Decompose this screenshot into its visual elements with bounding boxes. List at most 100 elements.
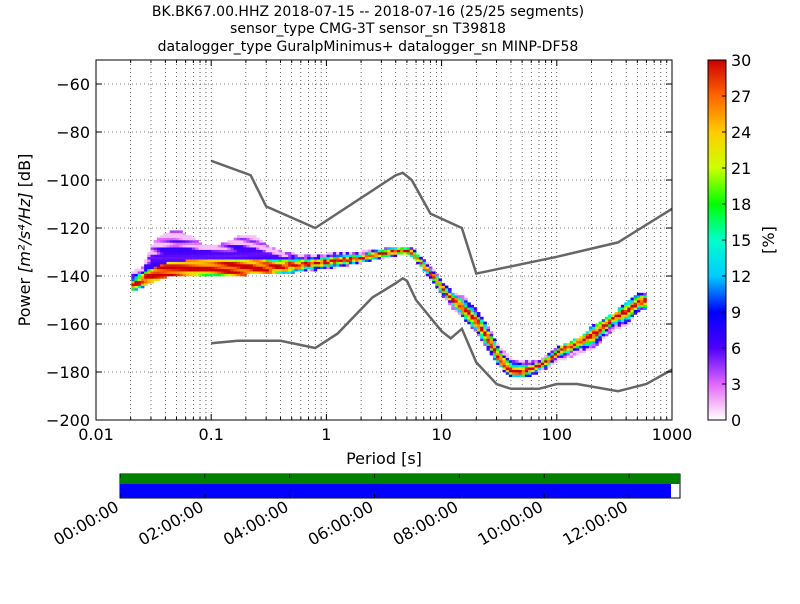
psd-cell	[179, 232, 183, 236]
psd-cell	[214, 247, 219, 250]
psd-cell	[339, 261, 343, 265]
colorbar-tick-label: 3	[731, 375, 741, 394]
psd-cell	[172, 242, 177, 246]
psd-cell	[467, 316, 471, 320]
psd-cell	[409, 249, 414, 253]
psd-cell	[227, 261, 231, 265]
psd-cell	[368, 249, 372, 253]
psd-cell	[195, 273, 199, 277]
psd-cell	[214, 259, 219, 262]
psd-cell	[220, 268, 225, 272]
psd-cell	[595, 338, 599, 342]
psd-cell	[262, 256, 267, 260]
psd-cell	[275, 261, 279, 265]
psd-cell	[284, 271, 289, 274]
psd-cell	[262, 242, 267, 246]
psd-cell	[185, 256, 190, 260]
psd-cell	[476, 314, 481, 318]
psd-cell	[377, 256, 382, 260]
psd-cell	[441, 292, 446, 296]
psd-cell	[195, 261, 199, 265]
psd-cell	[368, 256, 372, 260]
psd-cell	[240, 254, 244, 258]
psd-cell	[256, 256, 260, 260]
psd-cell	[502, 360, 507, 363]
psd-cell	[188, 247, 193, 250]
psd-cell	[214, 266, 219, 270]
psd-cell	[329, 266, 334, 270]
psd-cell	[620, 304, 625, 308]
psd-cell	[310, 256, 315, 260]
psd-cell	[304, 266, 308, 270]
psd-cell	[432, 276, 436, 279]
psd-cell	[201, 244, 206, 248]
psd-cell	[377, 249, 382, 253]
psd-cell	[371, 249, 375, 253]
psd-cell	[291, 264, 295, 267]
psd-cell	[332, 264, 337, 267]
psd-cell	[329, 264, 334, 267]
psd-cell	[352, 261, 356, 265]
psd-cell	[134, 273, 139, 277]
psd-cell	[608, 326, 612, 330]
timeline-tick-label: 12:00:00	[559, 497, 631, 549]
psd-cell	[249, 235, 254, 238]
timeline-tick-label: 04:00:00	[220, 497, 292, 549]
psd-cell	[182, 232, 187, 236]
psd-cell	[448, 292, 452, 296]
psd-cell	[556, 355, 561, 358]
psd-cell	[217, 247, 222, 250]
psd-cell	[598, 331, 603, 334]
psd-cell	[147, 268, 151, 272]
psd-cell	[204, 252, 209, 255]
psd-cell	[224, 256, 228, 260]
psd-cell	[448, 295, 452, 298]
psd-cell	[521, 372, 526, 375]
psd-cell	[150, 276, 155, 279]
psd-cell	[326, 261, 331, 265]
psd-cell	[163, 259, 167, 262]
psd-cell	[147, 276, 151, 279]
psd-cell	[288, 254, 292, 258]
psd-cell	[441, 285, 446, 289]
psd-cell	[563, 348, 567, 351]
psd-cell	[492, 355, 497, 358]
psd-cell	[214, 264, 219, 267]
psd-cell	[211, 271, 215, 274]
psd-cell	[320, 256, 324, 260]
psd-cell	[348, 256, 353, 260]
psd-cell	[246, 240, 251, 243]
psd-cell	[512, 372, 516, 375]
psd-cell	[592, 336, 596, 339]
psd-cell	[492, 343, 497, 346]
psd-cell	[156, 271, 161, 274]
psd-cell	[444, 292, 449, 296]
psd-cell	[316, 254, 321, 258]
psd-cell	[246, 254, 251, 258]
psd-cell	[585, 336, 590, 339]
psd-cell	[352, 256, 356, 260]
psd-cell	[272, 256, 276, 260]
psd-cell	[518, 362, 523, 366]
psd-cell	[150, 268, 155, 272]
psd-cell	[240, 242, 244, 246]
psd-cell	[499, 350, 503, 354]
psd-cell	[428, 268, 433, 272]
psd-cell	[176, 232, 180, 236]
psd-cell	[473, 326, 478, 330]
psd-cell	[636, 302, 641, 306]
psd-cell	[617, 314, 622, 318]
psd-cell	[505, 367, 510, 370]
psd-cell	[531, 372, 535, 375]
psd-cell	[236, 259, 241, 262]
psd-cell	[201, 249, 206, 253]
psd-cell	[604, 321, 609, 325]
psd-cell	[320, 254, 324, 258]
psd-cell	[476, 312, 481, 315]
psd-cell	[166, 264, 171, 267]
psd-cell	[572, 338, 577, 342]
psd-cell	[505, 360, 510, 363]
psd-cell	[304, 261, 308, 265]
psd-cell	[384, 249, 388, 253]
psd-cell	[332, 252, 337, 255]
